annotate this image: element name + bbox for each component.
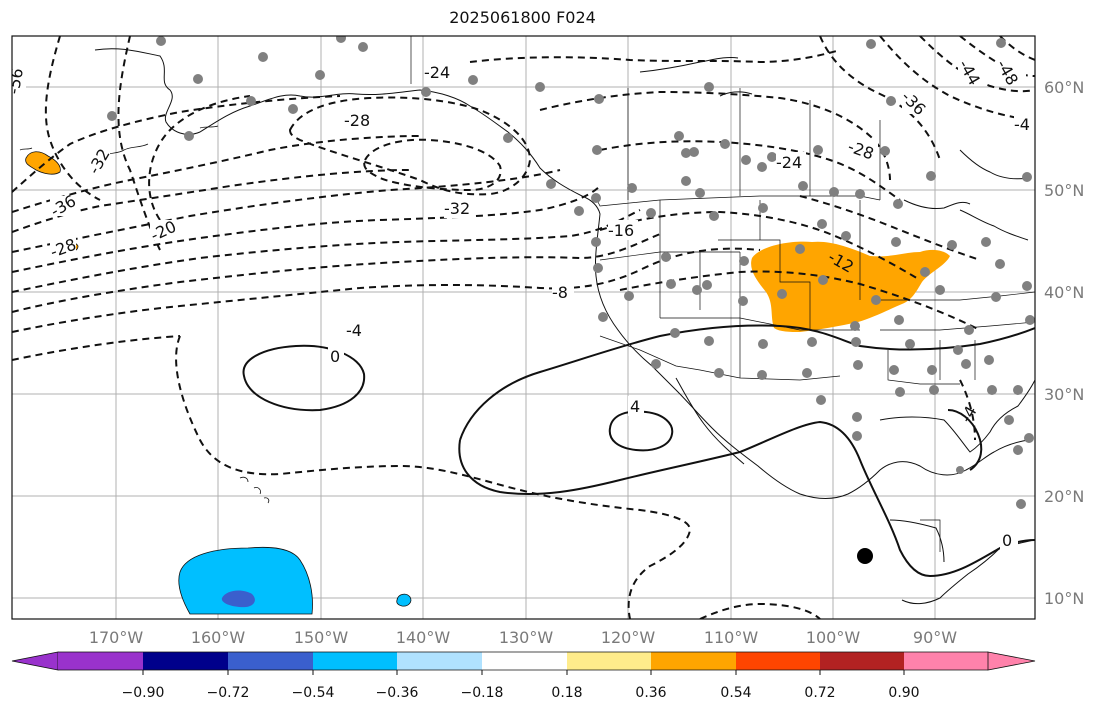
colorbar-tick: −0.36 <box>376 685 419 701</box>
highlight-point <box>857 548 873 564</box>
colorbar-bin <box>567 652 651 670</box>
lon-label: 90°W <box>913 628 957 647</box>
contour-label: -4 <box>346 321 362 340</box>
colorbar-tick: −0.90 <box>122 685 165 701</box>
colorbar-bin <box>904 652 988 670</box>
colorbar: −0.90 −0.72 −0.54 −0.36 −0.18 0.18 0.36 … <box>11 651 1036 701</box>
colorbar-tick: 0.36 <box>635 685 666 701</box>
lon-label: 150°W <box>294 628 349 647</box>
contour-labels: -56 -32 -36 -28 -20 -24 -28 -32 -24 -28 … <box>4 56 1035 550</box>
positive-anomaly-aleutian <box>25 151 61 175</box>
colorbar-bin <box>313 652 397 670</box>
plot-background <box>12 36 1035 619</box>
colorbar-extend-high <box>987 651 1036 671</box>
lon-label: 140°W <box>396 628 451 647</box>
colorbar-tick: 0.18 <box>551 685 582 701</box>
lat-label: 40°N <box>1044 283 1084 302</box>
lat-label: 60°N <box>1044 78 1084 97</box>
contour-label: 4 <box>630 397 640 416</box>
contour-label: -56 <box>4 67 27 96</box>
solid-contours <box>242 324 1035 578</box>
colorbar-bin <box>228 652 313 670</box>
latitude-labels: 60°N 50°N 40°N 30°N 20°N 10°N <box>1044 78 1084 608</box>
contour-label: -4 <box>1014 115 1030 134</box>
colorbar-tick: 0.54 <box>720 685 751 701</box>
contour-label: -32 <box>444 199 470 218</box>
lon-label: 110°W <box>704 628 759 647</box>
colorbar-tick: −0.72 <box>207 685 250 701</box>
lon-label: 170°W <box>89 628 144 647</box>
dashed-contours <box>12 36 1035 619</box>
plot-frame <box>11 35 1036 620</box>
observation-stations <box>107 36 1035 509</box>
map-title: 2025061800 F024 <box>449 8 596 27</box>
lon-label: 120°W <box>601 628 656 647</box>
lat-label: 30°N <box>1044 385 1084 404</box>
contour-label: 0 <box>1002 531 1012 550</box>
colorbar-tick: 0.72 <box>804 685 835 701</box>
lon-label: 130°W <box>499 628 554 647</box>
lon-label: 100°W <box>806 628 861 647</box>
lat-label: 10°N <box>1044 589 1084 608</box>
colorbar-tick: 0.90 <box>888 685 919 701</box>
negative-anomaly-core <box>221 590 255 608</box>
colorbar-bin <box>58 652 143 670</box>
longitude-labels: 170°W 160°W 150°W 140°W 130°W 120°W 110°… <box>89 628 957 647</box>
contour-label: -24 <box>424 63 450 82</box>
lat-label: 20°N <box>1044 487 1084 506</box>
contour-label: -8 <box>552 283 568 302</box>
colorbar-tick: −0.54 <box>292 685 335 701</box>
colorbar-bin <box>143 652 228 670</box>
colorbar-extend-low <box>11 651 59 671</box>
negative-anomaly-small <box>396 593 412 607</box>
positive-anomaly-plains <box>751 241 950 332</box>
contour-label: 0 <box>330 347 340 366</box>
contour-label: -28 <box>344 111 370 130</box>
contour-label: -16 <box>608 221 634 240</box>
negative-anomaly-region <box>178 546 313 615</box>
lat-label: 50°N <box>1044 181 1084 200</box>
colorbar-bin <box>820 652 904 670</box>
lon-label: 160°W <box>191 628 246 647</box>
colorbar-bin <box>397 652 482 670</box>
colorbar-bin <box>482 652 567 670</box>
colorbar-bin <box>651 652 736 670</box>
colorbar-bin <box>736 652 820 670</box>
colorbar-tick: −0.18 <box>461 685 504 701</box>
contour-label: -24 <box>776 153 802 172</box>
